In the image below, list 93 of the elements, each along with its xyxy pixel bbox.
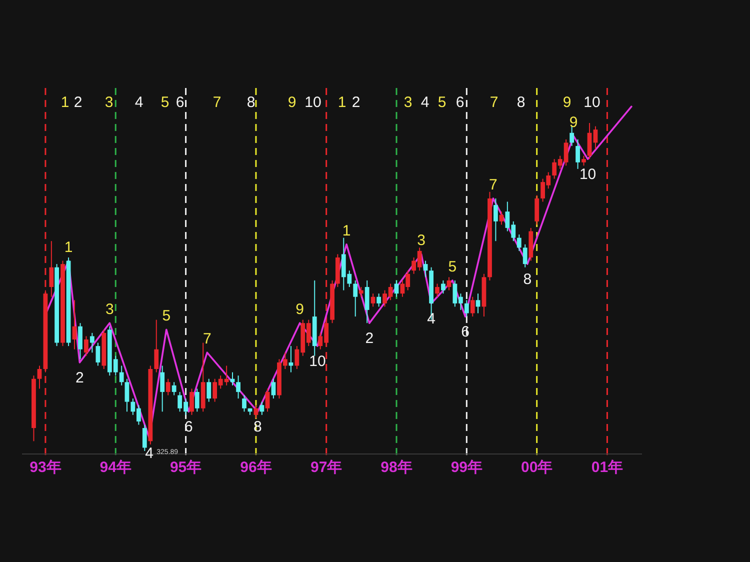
candlestick	[476, 293, 480, 314]
text: 6	[176, 94, 184, 111]
candlestick	[499, 211, 504, 226]
candlestick	[271, 378, 276, 400]
x-tick-label: 01年	[591, 459, 624, 476]
candlestick	[593, 126, 598, 150]
annotation: 2	[365, 330, 374, 348]
x-tick-label: 94年	[100, 459, 132, 476]
text: 3	[404, 94, 412, 111]
text: 9	[562, 94, 572, 111]
candlestick	[142, 424, 147, 452]
annotation: 1	[342, 222, 351, 240]
annotation: 6	[461, 324, 470, 341]
text: 4	[420, 94, 430, 111]
text: 8	[516, 94, 526, 111]
x-tick-label: 98年	[380, 459, 412, 476]
annotation: 9	[296, 301, 304, 318]
candlestick	[90, 332, 94, 354]
text: 4	[134, 94, 144, 111]
annotation: 10	[309, 353, 326, 370]
candlestick	[172, 382, 176, 396]
candlestick	[441, 280, 446, 294]
candlestick	[435, 283, 440, 298]
candlestick	[353, 280, 358, 318]
candlestick	[358, 286, 364, 298]
annotation: 4	[427, 310, 436, 328]
candlestick	[576, 138, 580, 170]
text: 1	[338, 94, 346, 111]
candlestick	[49, 240, 54, 298]
annotation: 5	[448, 258, 457, 276]
annotation: 5	[162, 308, 171, 325]
candlestick	[206, 378, 212, 402]
candlestick	[370, 293, 376, 308]
annotation: 7	[489, 176, 498, 194]
x-tick-label: 95年	[170, 459, 202, 476]
text: 10	[304, 94, 322, 111]
candlestick	[78, 322, 82, 360]
candlestick	[72, 300, 77, 350]
annotation: 4	[145, 444, 154, 462]
candlestick	[582, 155, 586, 166]
candlestick	[236, 375, 240, 400]
x-tick-label: 96年	[240, 459, 272, 476]
text: 2	[352, 94, 360, 111]
candlestick	[265, 388, 270, 412]
candlestick	[254, 404, 258, 419]
text: 5	[160, 94, 170, 111]
annotation: 8	[523, 271, 532, 288]
candlestick	[364, 280, 370, 324]
candlestick	[534, 194, 540, 226]
annotation: 9	[569, 114, 578, 132]
candlestick	[423, 260, 428, 278]
candlestick	[516, 234, 522, 252]
x-tick-label: 93年	[30, 459, 62, 476]
candlestick	[394, 280, 399, 298]
candlestick	[376, 293, 382, 308]
annotation: 3	[105, 301, 114, 318]
text: 6	[456, 94, 464, 111]
candlestick	[464, 300, 469, 318]
candlestick	[260, 401, 264, 416]
text: 10	[584, 94, 600, 111]
annotation: 3	[417, 232, 426, 250]
candlestick	[587, 122, 592, 160]
text: 7	[212, 94, 222, 111]
candlestick	[166, 378, 170, 396]
candlestick	[190, 388, 194, 416]
x-tick-label: 99年	[450, 459, 483, 476]
text: 7	[490, 94, 498, 111]
candlestick	[522, 244, 528, 268]
annotation: 7	[202, 330, 212, 348]
text: 5	[438, 94, 446, 111]
candlestick	[194, 388, 200, 412]
text: 8	[246, 94, 256, 111]
annotation: 10	[579, 166, 596, 184]
candlestick	[446, 276, 452, 291]
candlestick	[242, 394, 246, 412]
candlestick	[570, 126, 574, 146]
annotation: 2	[76, 369, 84, 386]
x-tick-label: 97年	[310, 459, 342, 476]
candlestick	[494, 198, 498, 242]
x-tick-label: 00年	[520, 459, 553, 476]
candlestick	[96, 342, 100, 366]
text: 9	[288, 94, 296, 111]
candlestick	[154, 319, 159, 373]
text: 2	[74, 94, 82, 111]
annotation: 1	[64, 238, 73, 256]
candlestick	[84, 336, 88, 356]
text: 3	[104, 94, 114, 111]
text: 1	[60, 94, 70, 111]
candlestick	[37, 365, 42, 390]
candlestick	[470, 296, 475, 318]
candlestick	[124, 378, 130, 412]
candlestick	[160, 365, 165, 412]
candlestick	[119, 365, 124, 386]
